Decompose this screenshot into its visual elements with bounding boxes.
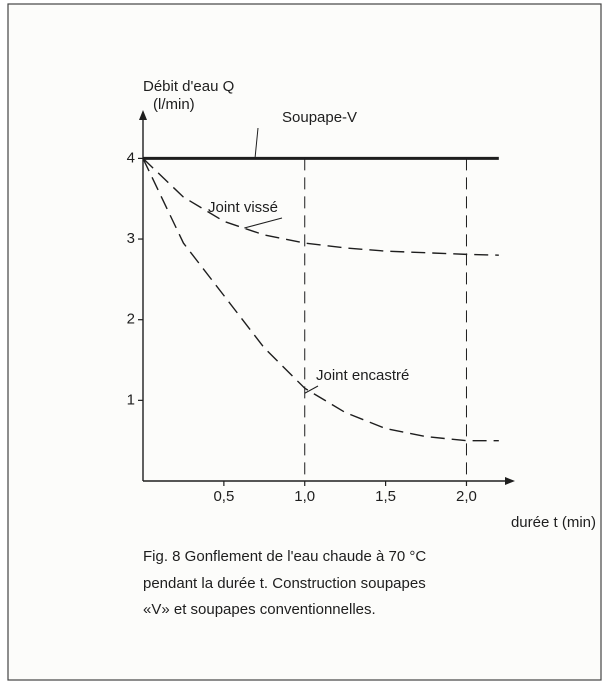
x-tick-label: 1,0 — [294, 488, 315, 505]
caption: Fig. 8 Gonflement de l'eau chaude à 70 °… — [143, 548, 426, 565]
x-tick-label: 2,0 — [456, 488, 477, 505]
y-tick-label: 3 — [127, 230, 135, 247]
x-axis-arrow — [505, 477, 515, 485]
leader-line — [244, 217, 283, 229]
y-tick-label: 2 — [127, 311, 135, 328]
y-axis-arrow — [139, 110, 147, 120]
series-label: Soupape-V — [282, 109, 357, 126]
leader-line — [304, 385, 319, 394]
leader-line — [254, 127, 259, 159]
series-line — [142, 158, 499, 442]
x-axis-label: durée t (min) — [511, 514, 596, 531]
y-axis-label: Débit d'eau Q — [143, 78, 234, 95]
y-tick-label: 1 — [127, 391, 135, 408]
x-tick-label: 0,5 — [213, 488, 234, 505]
frame — [7, 3, 602, 681]
x-tick-label: 1,5 — [375, 488, 396, 505]
y-tick-label: 4 — [127, 149, 135, 166]
caption: «V» et soupapes conventionnelles. — [143, 601, 376, 618]
caption: pendant la durée t. Construction soupape… — [143, 575, 426, 592]
series-label: Joint encastré — [316, 367, 409, 384]
series-label: Joint vissé — [208, 199, 278, 216]
y-axis-label: (l/min) — [153, 96, 195, 113]
